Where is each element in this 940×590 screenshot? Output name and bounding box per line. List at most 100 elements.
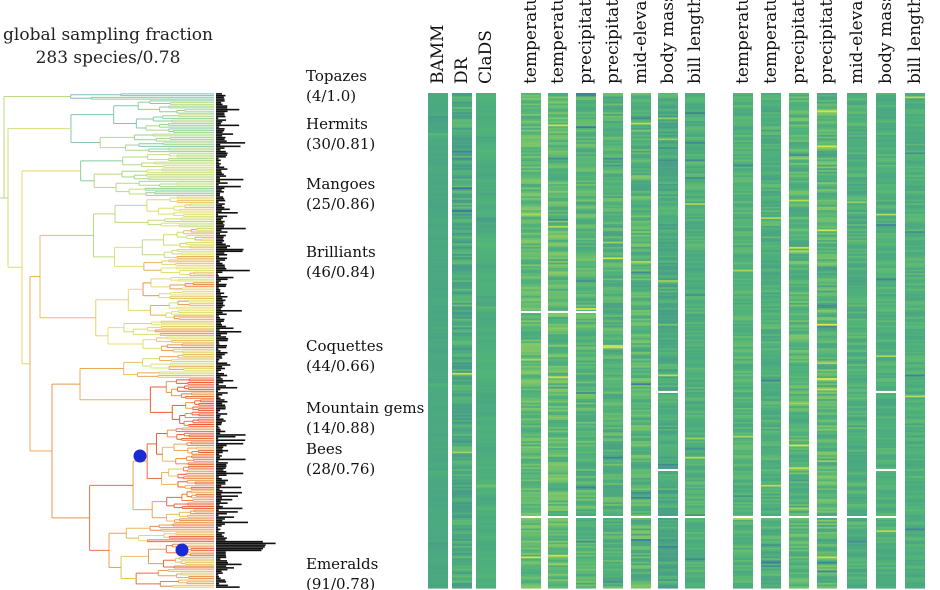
heat-cell — [603, 470, 623, 474]
heat-cell — [452, 192, 472, 196]
heat-cell — [603, 364, 623, 367]
heat-cell — [576, 498, 596, 502]
heat-cell — [685, 542, 705, 545]
heat-cell — [428, 252, 448, 255]
heat-cell — [428, 502, 448, 505]
heat-cell — [548, 353, 568, 356]
heat-cell — [789, 120, 809, 124]
heat-cell — [521, 287, 541, 290]
heat-cell — [658, 259, 678, 262]
heat-cell — [576, 395, 596, 398]
heat-cell — [733, 112, 753, 115]
heat-cell — [476, 178, 496, 182]
heat-cell — [576, 523, 596, 526]
heat-cell — [761, 355, 781, 358]
heat-cell — [685, 490, 705, 493]
heat-cell — [548, 351, 568, 355]
heat-cell — [576, 584, 596, 587]
heat-cell — [521, 180, 541, 183]
tip-bar — [216, 544, 266, 546]
heat-cell — [521, 367, 541, 370]
heat-cell — [548, 323, 568, 327]
heat-cell — [521, 106, 541, 110]
heat-cell — [685, 194, 705, 197]
heat-cell — [428, 147, 448, 150]
heat-cell — [685, 266, 705, 269]
heat-cell — [658, 322, 678, 325]
heat-cell — [789, 397, 809, 400]
tip-bar — [216, 570, 222, 573]
heat-cell — [685, 140, 705, 143]
heat-cell — [452, 397, 472, 400]
heat-cell — [761, 404, 781, 407]
heat-cell — [521, 168, 541, 171]
heat-cell — [733, 264, 753, 267]
heat-cell — [733, 577, 753, 580]
heat-cell — [658, 537, 678, 540]
heat-cell — [452, 182, 472, 185]
heat-cell — [761, 311, 781, 314]
heat-cell — [603, 428, 623, 432]
heat-cell — [658, 315, 678, 318]
heat-cell — [476, 306, 496, 309]
heat-cell — [733, 427, 753, 430]
heat-cell — [548, 292, 568, 295]
heat-cell — [631, 112, 651, 115]
heat-cell — [631, 253, 651, 257]
heat-cell — [548, 231, 568, 234]
heat-cell — [761, 434, 781, 437]
heat-cell — [789, 211, 809, 215]
heat-cell — [603, 220, 623, 224]
heat-cell — [476, 136, 496, 140]
heat-cell — [761, 112, 781, 115]
heat-cell — [789, 178, 809, 182]
tip-bar — [216, 395, 219, 398]
heat-cell — [733, 274, 753, 278]
heat-cell — [817, 136, 837, 140]
heat-cell — [733, 519, 753, 523]
heat-cell — [428, 297, 448, 300]
heat-cell — [548, 350, 568, 353]
tip-bar — [216, 208, 230, 211]
heat-cell — [603, 122, 623, 126]
heat-cell — [761, 430, 781, 433]
heat-cell — [761, 308, 781, 311]
heat-cell — [576, 546, 596, 549]
heat-cell — [685, 441, 705, 444]
heat-cell — [548, 451, 568, 454]
heat-cell — [576, 526, 596, 530]
heat-cell — [658, 192, 678, 196]
heat-cell — [789, 332, 809, 335]
heat-cell — [685, 395, 705, 398]
heat-cell — [428, 180, 448, 183]
heat-cell — [603, 460, 623, 463]
heat-cell — [733, 420, 753, 423]
heat-cell — [476, 323, 496, 327]
heat-cell — [761, 554, 781, 558]
heat-cell — [789, 119, 809, 122]
heat-cell — [733, 521, 753, 524]
heat-cell — [603, 390, 623, 393]
heat-cell — [476, 273, 496, 276]
heat-cell — [576, 337, 596, 341]
heat-cell — [733, 339, 753, 342]
heat-cell — [452, 451, 472, 454]
heat-cell — [603, 287, 623, 290]
heat-cell — [789, 218, 809, 222]
heat-cell — [428, 514, 448, 517]
heat-cell — [789, 546, 809, 549]
heat-cell — [631, 315, 651, 318]
heat-cell — [789, 495, 809, 498]
heat-cell — [631, 294, 651, 297]
heat-cell — [603, 558, 623, 561]
heat-cell — [548, 222, 568, 225]
tip-bar — [216, 234, 226, 237]
heat-cell — [521, 511, 541, 514]
heat-cell — [733, 299, 753, 302]
tip-bar — [216, 539, 226, 541]
heat-cell — [452, 119, 472, 122]
heat-cell — [658, 318, 678, 321]
heat-cell — [685, 112, 705, 115]
heat-cell — [733, 341, 753, 344]
heat-cell — [631, 234, 651, 238]
